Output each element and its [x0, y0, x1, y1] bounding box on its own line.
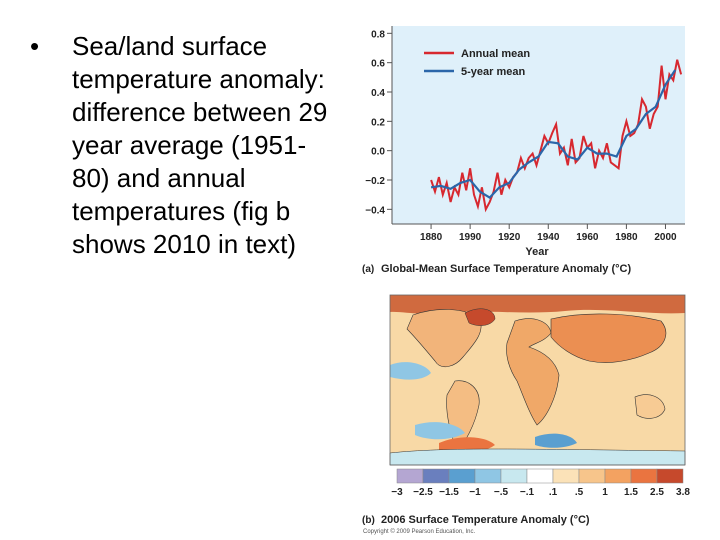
- colorbar-tick-label: 1: [602, 487, 608, 498]
- temperature-anomaly-line-chart: −0.4 −0.2 0.0 0.2 0.4 0.6 0.8 1880 1990 1920 1940…: [362, 26, 685, 275]
- asia-land: [550, 313, 667, 363]
- surface-temperature-anomaly-map: −3 −2.5 −1.5 −1 −.5 −.1 .1 .5 1 1.5 2.5 3.8 (b) 200…: [362, 294, 690, 526]
- y-tick-label: 0.2: [371, 117, 385, 128]
- map-panel-label: (b): [362, 515, 375, 526]
- south-pacific-cold-patch: [535, 433, 577, 448]
- colorbar-tick-label: −2.5: [413, 487, 433, 498]
- colorbar-swatch: [578, 468, 606, 484]
- north-polar-warm-band: [390, 295, 685, 314]
- colorbar-swatch: [630, 468, 658, 484]
- y-tick-label: 0.0: [371, 147, 385, 158]
- five-year-mean-series-line: [430, 69, 677, 199]
- x-tick-label: 1940: [537, 232, 560, 243]
- colorbar-tick-label: 1.5: [624, 487, 638, 498]
- colorbar-tick-label: .5: [575, 487, 584, 498]
- x-tick-label: 1880: [420, 232, 443, 243]
- legend: Annual mean 5-year mean: [424, 48, 530, 78]
- legend-five-year-label: 5-year mean: [461, 66, 525, 78]
- y-tick-label: 0.6: [371, 59, 385, 70]
- north-america-land: [406, 309, 482, 368]
- x-tick-label: 1990: [459, 232, 482, 243]
- australia-land: [634, 394, 666, 419]
- antarctica-land: [389, 448, 686, 466]
- colorbar-swatch: [448, 468, 476, 484]
- colorbar-swatch: [474, 468, 502, 484]
- colorbar-tick-label: −.1: [520, 487, 535, 498]
- colorbar-tick-label: −3: [391, 487, 403, 498]
- bullet-text: Sea/land surface temperature anomaly: di…: [72, 31, 328, 259]
- colorbar-swatch: [552, 468, 580, 484]
- colorbar-swatch: [526, 468, 554, 484]
- greenland-warm-patch: [464, 308, 496, 326]
- y-tick-label: 0.4: [371, 88, 385, 99]
- legend-annual-label: Annual mean: [461, 48, 530, 60]
- chart-a-title: Global-Mean Surface Temperature Anomaly …: [381, 263, 631, 275]
- plot-area-background: [392, 26, 685, 224]
- colorbar-tick-label: .1: [549, 487, 558, 498]
- colorbar-swatch: [422, 468, 450, 484]
- y-tick-label: −0.2: [365, 176, 385, 187]
- colorbar-tick-label: 3.8: [676, 487, 690, 498]
- colorbar-swatch: [396, 468, 424, 484]
- chart-a-panel-label: (a): [362, 264, 374, 275]
- map-title: 2006 Surface Temperature Anomaly (°C): [381, 514, 590, 526]
- x-axis-label: Year: [525, 246, 549, 258]
- copyright-notice: Copyright © 2009 Pearson Education, Inc.: [363, 529, 476, 535]
- colorbar-tick-label: 2.5: [650, 487, 664, 498]
- y-tick-label: 0.8: [371, 29, 385, 40]
- annual-mean-series-line: [430, 59, 683, 213]
- x-tick-label: 1960: [576, 232, 599, 243]
- pacific-cool-patch: [390, 362, 431, 380]
- x-tick-label: 1920: [498, 232, 521, 243]
- southern-ocean-cool-patch: [415, 422, 465, 440]
- x-tick-label: 1980: [615, 232, 638, 243]
- colorbar-swatch: [500, 468, 528, 484]
- x-tick-label: 2000: [654, 232, 677, 243]
- map-frame: [389, 294, 686, 466]
- colorbar-tick-label: −.5: [494, 487, 509, 498]
- colorbar-tick-label: −1: [469, 487, 481, 498]
- colorbar-tick-label: −1.5: [439, 487, 459, 498]
- colorbar-swatch: [656, 468, 684, 484]
- bullet-symbol: •: [30, 31, 40, 61]
- colorbar-swatch: [604, 468, 632, 484]
- y-tick-label: −0.4: [365, 205, 385, 216]
